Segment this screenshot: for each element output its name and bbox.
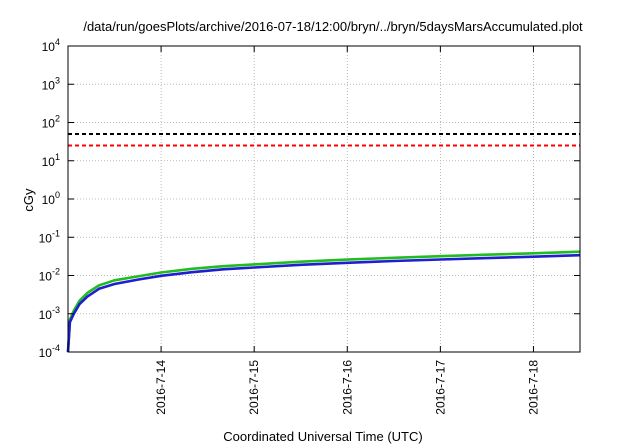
y-tick-base: 10 — [42, 78, 56, 92]
y-tick-exponent: 4 — [55, 37, 60, 47]
y-tick-base: 10 — [39, 270, 53, 284]
y-tick-base: 10 — [42, 40, 56, 54]
y-tick-exponent: -4 — [52, 343, 60, 353]
y-tick-base: 10 — [39, 231, 53, 245]
y-tick-label: 10-1 — [39, 228, 60, 245]
y-tick-label: 103 — [42, 75, 60, 92]
x-tick-label: 2016-7-18 — [526, 360, 540, 415]
y-tick-exponent: -1 — [52, 228, 60, 238]
x-ticks: 2016-7-14 2016-7-15 2016-7-16 2016-7-17 2016… — [154, 46, 540, 415]
y-tick-exponent: 0 — [55, 190, 60, 200]
y-tick-label: 102 — [42, 114, 60, 131]
series-lines — [66, 250, 581, 353]
y-tick-label: 100 — [42, 190, 60, 207]
series-line — [66, 253, 581, 353]
y-tick-label: 101 — [42, 152, 60, 169]
x-axis-label: Coordinated Universal Time (UTC) — [223, 429, 422, 444]
y-tick-base: 10 — [42, 117, 56, 131]
x-tick-label: 2016-7-17 — [433, 360, 447, 415]
y-tick-exponent: -2 — [52, 267, 60, 277]
y-tick-label: 10-3 — [39, 305, 60, 322]
x-tick-label: 2016-7-15 — [247, 360, 261, 415]
reference-lines — [68, 133, 580, 147]
y-tick-base: 10 — [39, 308, 53, 322]
y-tick-label: 10-2 — [39, 267, 60, 284]
y-tick-exponent: 2 — [55, 114, 60, 124]
chart-title: /data/run/goesPlots/archive/2016-07-18/1… — [83, 19, 583, 34]
y-tick-label: 104 — [42, 37, 60, 54]
y-tick-base: 10 — [42, 155, 56, 169]
y-tick-exponent: 3 — [55, 75, 60, 85]
x-tick-label: 2016-7-16 — [340, 360, 354, 415]
x-tick-label: 2016-7-14 — [154, 360, 168, 415]
series-line — [66, 250, 581, 353]
y-tick-exponent: 1 — [55, 152, 60, 162]
y-tick-label: 10-4 — [39, 343, 60, 360]
y-tick-base: 10 — [42, 193, 56, 207]
y-axis-label: cGy — [21, 188, 36, 212]
grid — [68, 46, 580, 352]
y-tick-exponent: -3 — [52, 305, 60, 315]
y-tick-base: 10 — [39, 346, 53, 360]
